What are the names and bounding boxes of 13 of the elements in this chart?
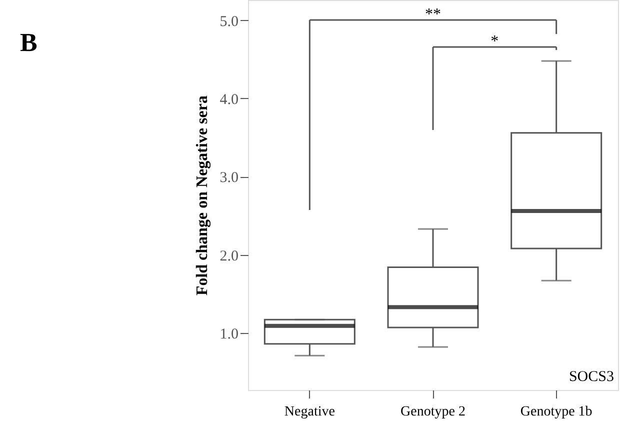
- text: B: [20, 28, 38, 57]
- y-tick-label: 5.0: [220, 14, 238, 30]
- y-tick-label: 4.0: [220, 92, 238, 108]
- annotation: **: [425, 6, 441, 23]
- x-tick-label: Genotype 2: [400, 404, 466, 420]
- x-tick-label: Negative: [284, 404, 335, 420]
- annotation: *: [490, 33, 499, 50]
- y-tick-label: 3.0: [220, 170, 238, 186]
- y-axis-title: Fold change on Negative sera: [194, 96, 211, 296]
- y-tick-label: 1.0: [220, 326, 238, 342]
- annotation: SOCS3: [568, 369, 614, 385]
- y-tick-label: 2.0: [220, 248, 238, 264]
- x-tick-label: Genotype 1b: [520, 404, 592, 420]
